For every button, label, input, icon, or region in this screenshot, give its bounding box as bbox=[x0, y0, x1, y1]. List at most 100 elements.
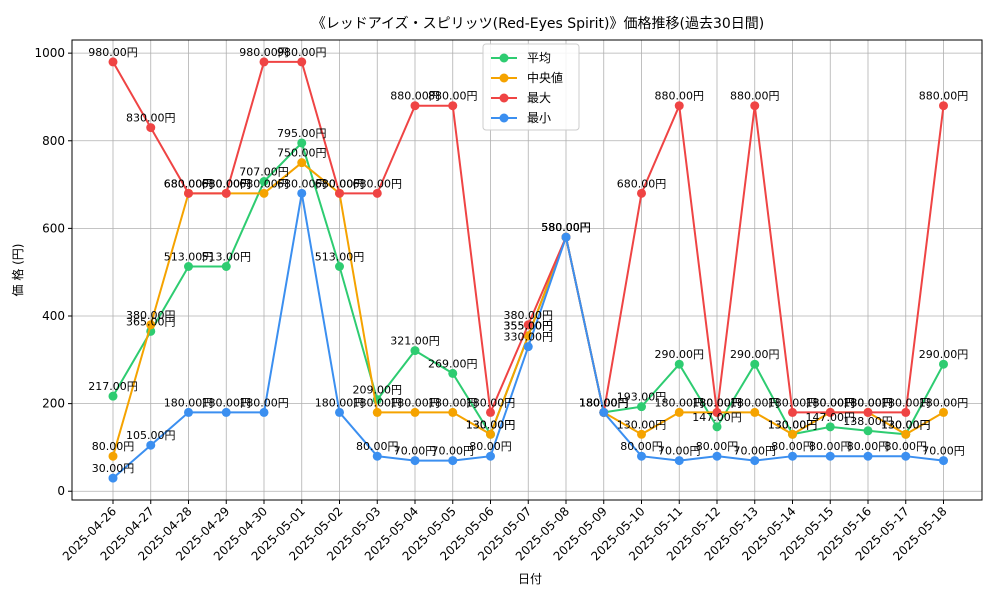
chart-title: 《レッドアイズ・スピリッツ(Red-Eyes Spirit)》価格推移(過去30… bbox=[312, 16, 764, 32]
data-label: 80.00円 bbox=[356, 440, 399, 453]
data-point bbox=[221, 188, 231, 198]
data-point bbox=[221, 261, 231, 271]
data-label: 880.00円 bbox=[655, 90, 705, 103]
data-label: 70.00円 bbox=[658, 445, 701, 458]
data-point bbox=[410, 346, 420, 356]
data-point bbox=[372, 407, 382, 417]
data-point bbox=[825, 451, 835, 461]
x-axis-title: 日付 bbox=[518, 572, 542, 586]
data-label: 880.00円 bbox=[919, 90, 969, 103]
data-point bbox=[335, 188, 344, 198]
data-point bbox=[939, 456, 948, 466]
data-point bbox=[448, 456, 458, 466]
data-label: 830.00円 bbox=[126, 112, 176, 125]
data-label: 180.00円 bbox=[881, 396, 931, 409]
data-label: 180.00円 bbox=[466, 396, 516, 409]
data-label: 580.00円 bbox=[541, 221, 591, 234]
data-label: 180.00円 bbox=[579, 396, 629, 409]
data-label: 70.00円 bbox=[922, 445, 965, 458]
data-label: 880.00円 bbox=[390, 90, 440, 103]
data-point bbox=[901, 407, 911, 417]
data-point bbox=[297, 158, 307, 168]
data-labels: 217.00円365.00円513.00円513.00円707.00円795.0… bbox=[88, 46, 968, 475]
data-label: 321.00円 bbox=[390, 335, 440, 348]
data-point bbox=[486, 429, 495, 439]
data-label: 680.00円 bbox=[617, 177, 667, 190]
data-point bbox=[750, 407, 760, 417]
data-label: 795.00円 bbox=[277, 127, 327, 140]
plot-frame bbox=[71, 39, 983, 501]
data-point bbox=[939, 407, 948, 417]
y-tick-label: 600 bbox=[42, 221, 65, 235]
data-label: 355.00円 bbox=[504, 320, 554, 333]
data-label: 130.00円 bbox=[466, 418, 516, 431]
data-point bbox=[184, 407, 193, 417]
data-point bbox=[637, 402, 646, 412]
y-tick-label: 200 bbox=[42, 397, 65, 411]
data-point bbox=[901, 429, 911, 439]
data-label: 30.00円 bbox=[92, 462, 135, 475]
data-label: 680.00円 bbox=[164, 177, 214, 190]
data-label: 180.00円 bbox=[843, 396, 893, 409]
data-label: 513.00円 bbox=[315, 250, 365, 263]
legend-marker bbox=[499, 53, 509, 63]
y-tick-label: 800 bbox=[42, 134, 65, 148]
data-label: 80.00円 bbox=[847, 440, 890, 453]
data-point bbox=[939, 359, 948, 369]
data-label: 130.00円 bbox=[466, 418, 516, 431]
data-label: 680.00円 bbox=[277, 177, 327, 190]
y-tick-label: 1000 bbox=[34, 46, 65, 60]
data-label: 80.00円 bbox=[771, 440, 814, 453]
data-label: 130.00円 bbox=[881, 418, 931, 431]
data-point bbox=[486, 407, 495, 417]
data-label: 980.00円 bbox=[239, 46, 289, 59]
data-label: 80.00円 bbox=[620, 440, 663, 453]
data-point bbox=[448, 407, 458, 417]
data-label: 680.00円 bbox=[315, 177, 365, 190]
data-label: 130.00円 bbox=[768, 418, 818, 431]
data-label: 193.00円 bbox=[617, 391, 667, 404]
y-tick-label: 0 bbox=[57, 484, 65, 498]
data-label: 680.00円 bbox=[353, 177, 403, 190]
data-label: 70.00円 bbox=[394, 445, 437, 458]
data-label: 380.00円 bbox=[126, 309, 176, 322]
data-point bbox=[863, 426, 873, 436]
data-label: 80.00円 bbox=[885, 440, 928, 453]
data-point bbox=[712, 407, 722, 417]
data-label: 180.00円 bbox=[843, 396, 893, 409]
data-point bbox=[637, 429, 646, 439]
data-point bbox=[372, 188, 382, 198]
data-label: 180.00円 bbox=[806, 396, 856, 409]
data-point bbox=[297, 57, 307, 67]
data-label: 680.00円 bbox=[202, 177, 252, 190]
data-point bbox=[750, 359, 760, 369]
data-point bbox=[108, 451, 118, 461]
legend-label: 最大 bbox=[527, 91, 551, 105]
data-point bbox=[750, 101, 760, 111]
y-axis-title: 価 格 (円) bbox=[10, 244, 25, 297]
data-point bbox=[259, 57, 269, 67]
data-point bbox=[372, 451, 382, 461]
data-label: 209.00円 bbox=[353, 384, 403, 397]
data-point bbox=[901, 451, 911, 461]
data-label: 880.00円 bbox=[428, 90, 478, 103]
legend-label: 平均 bbox=[527, 51, 551, 65]
data-point bbox=[674, 359, 684, 369]
data-label: 80.00円 bbox=[92, 440, 135, 453]
data-point bbox=[825, 407, 835, 417]
y-tick-label: 400 bbox=[42, 309, 65, 323]
data-point bbox=[637, 451, 646, 461]
data-point bbox=[788, 407, 797, 417]
data-label: 105.00円 bbox=[126, 429, 176, 442]
series-layer bbox=[108, 57, 948, 483]
data-label: 80.00円 bbox=[809, 440, 852, 453]
data-label: 180.00円 bbox=[768, 396, 818, 409]
data-point bbox=[410, 101, 420, 111]
legend-marker bbox=[499, 73, 509, 83]
data-label: 180.00円 bbox=[390, 396, 440, 409]
data-label: 180.00円 bbox=[239, 396, 289, 409]
data-point bbox=[297, 138, 307, 148]
data-point bbox=[637, 188, 646, 198]
data-label: 269.00円 bbox=[428, 357, 478, 370]
